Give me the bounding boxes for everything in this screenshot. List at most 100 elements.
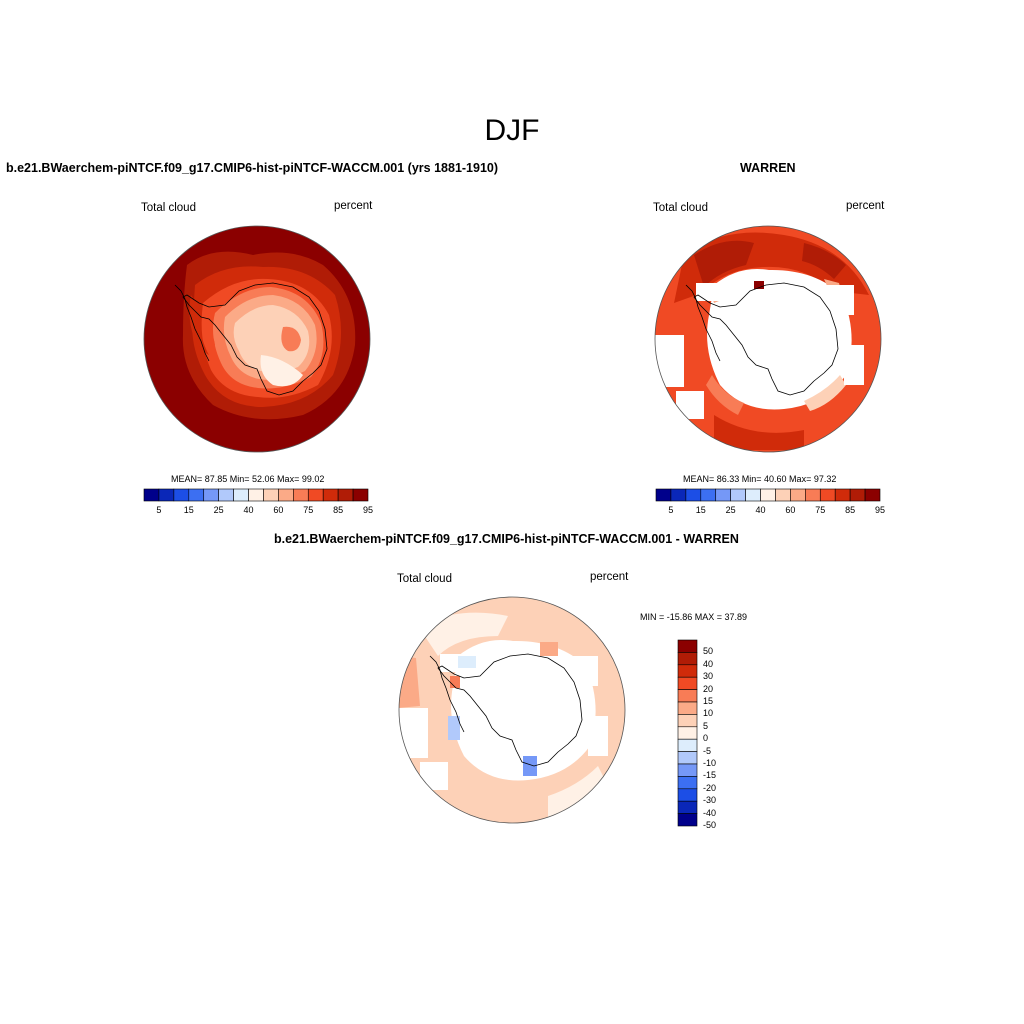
- diff-south-america-coastline: [429, 655, 465, 733]
- model-variable-label: Total cloud: [141, 202, 196, 214]
- obs-colorbar-tick-label: 85: [845, 505, 856, 515]
- diff-polar-map: [398, 596, 626, 824]
- diff-colorbar-swatch: [677, 738, 698, 752]
- diff-variable-label: Total cloud: [397, 573, 452, 585]
- diff-colorbar-tick-label: -20: [703, 782, 717, 793]
- model-colorbar-swatch: [203, 488, 219, 502]
- model-colorbar-tick-label: 40: [243, 505, 254, 515]
- obs-field-red-nw: [694, 240, 754, 287]
- model-field-peach: [233, 305, 310, 373]
- model-stats: MEAN= 87.85 Min= 52.06 Max= 99.02: [171, 474, 325, 484]
- model-colorbar-tick-label: 15: [183, 505, 194, 515]
- model-units-label: percent: [334, 200, 373, 212]
- model-colorbar-tick-label: 25: [213, 505, 224, 515]
- obs-colorbar-swatch: [745, 488, 761, 502]
- obs-field-red-s: [714, 415, 804, 450]
- diff-colorbar-swatch: [677, 763, 698, 777]
- diff-colorbar-tick-label: -10: [703, 758, 717, 768]
- diff-colorbar-swatch: [677, 701, 698, 715]
- obs-colorbar-tick-label: 75: [815, 505, 826, 515]
- obs-missing-west: [655, 335, 684, 387]
- obs-colorbar-swatch: [700, 488, 717, 502]
- diff-colorbar-tick-label: 5: [703, 720, 709, 731]
- model-colorbar-swatch: [218, 488, 234, 502]
- diff-colorbar-tick-label: -15: [703, 770, 717, 781]
- diff-colorbar-tick-label: -50: [703, 820, 717, 830]
- model-antarctica-coastline: [182, 282, 328, 396]
- obs-panel-title: WARREN: [740, 161, 796, 175]
- obs-colorbar-swatch: [790, 488, 806, 502]
- model-field-cream: [260, 355, 303, 387]
- obs-colorbar-tick-label: 60: [785, 505, 796, 515]
- obs-colorbar: [655, 488, 881, 502]
- model-panel-title: b.e21.BWaerchem-piNTCF.f09_g17.CMIP6-his…: [6, 161, 499, 175]
- model-colorbar-tick-label: 5: [156, 505, 162, 515]
- diff-colorbar-swatch: [677, 813, 698, 827]
- diff-colorbar-tick-label: 40: [703, 658, 714, 669]
- obs-variable-label: Total cloud: [653, 202, 708, 214]
- obs-colorbar-tick-label: 25: [725, 505, 736, 515]
- model-colorbar-swatch: [233, 488, 249, 502]
- diff-colorbar-swatch: [677, 800, 698, 814]
- diff-colorbar-tick-label: -30: [703, 795, 717, 806]
- diff-colorbar-tick-label: 50: [703, 646, 714, 657]
- diff-panel-title: b.e21.BWaerchem-piNTCF.f09_g17.CMIP6-his…: [274, 532, 739, 546]
- diff-colorbar-swatch: [677, 776, 698, 790]
- model-colorbar-tick-label: 60: [273, 505, 284, 515]
- model-colorbar-swatch: [337, 488, 354, 502]
- diff-colorbar-swatch: [677, 652, 698, 666]
- diff-colorbar-tick-label: 0: [703, 733, 709, 744]
- model-colorbar-tick-label: 75: [303, 505, 314, 515]
- obs-colorbar-swatch: [730, 488, 746, 502]
- diff-field-negative-patch-2: [523, 756, 537, 776]
- diff-minmax-label: MIN = -15.86 MAX = 37.89: [640, 612, 748, 622]
- model-colorbar-swatch: [263, 488, 279, 502]
- model-field-interior-patch: [281, 326, 301, 352]
- obs-units-label: percent: [846, 200, 885, 212]
- model-colorbar-swatch: [322, 488, 339, 502]
- obs-colorbar-swatch: [655, 488, 672, 502]
- model-colorbar-swatch: [293, 488, 309, 502]
- model-colorbar-swatch: [143, 488, 160, 502]
- obs-colorbar-swatch: [849, 488, 866, 502]
- obs-colorbar-swatch: [760, 488, 776, 502]
- obs-antarctica-coastline: [693, 282, 839, 396]
- diff-colorbar-swatch: [677, 751, 698, 765]
- obs-south-america-coastline: [685, 284, 721, 362]
- model-colorbar-swatch: [158, 488, 175, 502]
- model-colorbar: [143, 488, 369, 502]
- diff-colorbar-swatch: [677, 639, 698, 653]
- obs-colorbar-tick-label: 5: [668, 505, 674, 515]
- model-map-boundary: [143, 225, 371, 453]
- diff-map-boundary: [398, 596, 626, 824]
- model-south-america-coastline: [174, 284, 210, 362]
- obs-field-red-ne: [802, 243, 846, 279]
- obs-colorbar-swatch: [864, 488, 881, 502]
- diff-colorbar-swatch: [677, 676, 698, 690]
- diff-missing-region: [451, 640, 596, 781]
- diff-colorbar-tick-label: 10: [703, 708, 714, 719]
- diff-field-negative-patch: [448, 716, 460, 740]
- model-colorbar-tick-label: 95: [362, 505, 373, 515]
- diff-colorbar: [677, 639, 698, 827]
- model-colorbar-swatch: [352, 488, 369, 502]
- diff-field-cream-nw: [418, 612, 508, 656]
- obs-missing-region: [707, 269, 852, 410]
- diff-colorbar-tick-label: -40: [703, 807, 717, 818]
- diff-colorbar-tick-label: -5: [703, 745, 712, 756]
- diff-colorbar-tick-label: 20: [703, 683, 714, 694]
- obs-colorbar-swatch: [819, 488, 836, 502]
- obs-colorbar-swatch: [685, 488, 702, 502]
- obs-stats: MEAN= 86.33 Min= 40.60 Max= 97.32: [683, 474, 837, 484]
- diff-colorbar-swatch: [677, 689, 698, 703]
- model-colorbar-tick-label: 85: [333, 505, 344, 515]
- model-colorbar-swatch: [173, 488, 190, 502]
- diff-colorbar-swatch: [677, 664, 698, 678]
- diff-colorbar-swatch: [677, 726, 698, 740]
- obs-colorbar-tick-label: 15: [695, 505, 706, 515]
- obs-colorbar-swatch: [775, 488, 791, 502]
- model-polar-map: [143, 225, 371, 453]
- obs-colorbar-swatch: [805, 488, 821, 502]
- diff-colorbar-tick-label: 30: [703, 671, 714, 682]
- obs-colorbar-swatch: [834, 488, 851, 502]
